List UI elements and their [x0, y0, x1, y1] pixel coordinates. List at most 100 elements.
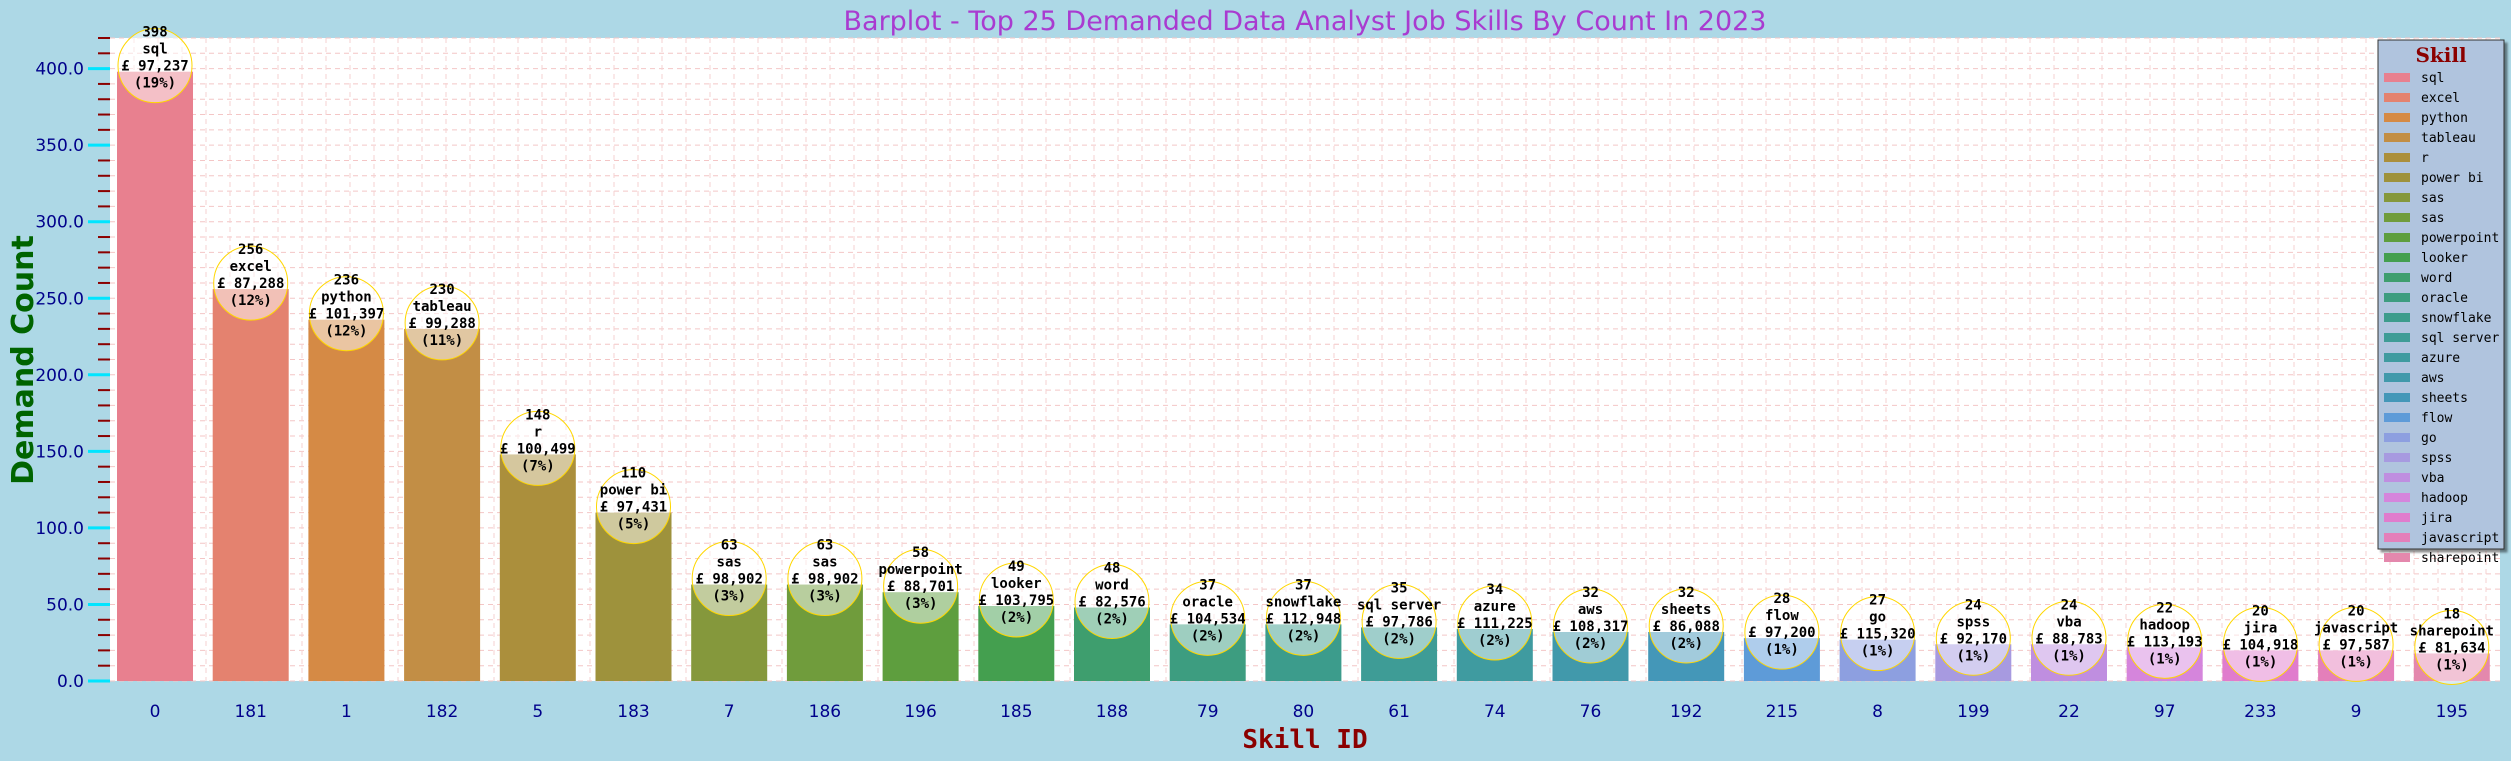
legend-label: powerpoint: [2421, 231, 2499, 246]
annotation-skill: jira: [2244, 620, 2278, 636]
annotation-skill: aws: [1578, 602, 1603, 618]
annotation-skill: azure: [1474, 599, 1516, 615]
y-tick-label: 50.0: [46, 595, 84, 615]
legend-swatch: [2384, 153, 2410, 162]
annotation-skill: sql server: [1357, 597, 1441, 613]
annotation-salary: £ 103,795: [978, 593, 1054, 609]
annotation-circle: [500, 410, 576, 486]
x-tick-label: 0: [150, 702, 161, 722]
annotation-pct: (1%): [2339, 654, 2373, 670]
annotation-count: 256: [238, 242, 263, 258]
legend-swatch: [2384, 533, 2410, 542]
legend-label: go: [2421, 431, 2437, 446]
legend-swatch: [2384, 273, 2410, 282]
annotation-pct: (2%): [1382, 631, 1416, 647]
x-tick-label: 215: [1766, 702, 1798, 722]
annotation-pct: (11%): [421, 333, 463, 349]
legend-item: tableau: [2384, 131, 2476, 146]
annotation-pct: (12%): [325, 324, 367, 340]
legend-label: azure: [2421, 351, 2460, 366]
legend-label: javascript: [2421, 531, 2499, 546]
annotation-salary: £ 98,902: [695, 572, 762, 588]
annotation-skill: sheets: [1661, 602, 1712, 618]
x-tick-label: 183: [617, 702, 649, 722]
annotation-count: 398: [142, 25, 167, 41]
legend-label: excel: [2421, 91, 2460, 106]
annotation-circle: [2222, 606, 2298, 682]
bar: [308, 319, 385, 681]
annotation-circle: [1361, 583, 1437, 659]
x-tick-label: 192: [1670, 702, 1702, 722]
legend-item: sas: [2384, 211, 2444, 226]
annotation-count: 37: [1199, 577, 1216, 593]
annotation-skill: go: [1869, 610, 1886, 626]
legend-item: r: [2384, 151, 2429, 166]
annotation-salary: £ 104,918: [2222, 637, 2298, 653]
annotation-count: 32: [1678, 585, 1695, 601]
annotation-circle: [1935, 600, 2011, 676]
x-tick-label: 76: [1580, 702, 1602, 722]
x-tick-label: 1: [341, 702, 352, 722]
annotation-circle: [1744, 594, 1820, 670]
annotation-count: 20: [2252, 603, 2269, 619]
annotation-skill: excel: [230, 259, 272, 275]
x-tick-label: 196: [904, 702, 936, 722]
legend-label: snowflake: [2421, 311, 2492, 326]
annotation-skill: sharepoint: [2410, 623, 2494, 639]
annotation-skill: javascript: [2314, 620, 2398, 636]
legend-label: spss: [2421, 451, 2452, 466]
legend-swatch: [2384, 133, 2410, 142]
bar: [212, 289, 289, 681]
annotation-pct: (2%): [1574, 636, 1608, 652]
legend-label: tableau: [2421, 131, 2476, 146]
annotation-count: 34: [1486, 582, 1503, 598]
legend-item: looker: [2384, 251, 2468, 266]
annotation-pct: (3%): [712, 589, 746, 605]
legend-label: sharepoint: [2421, 551, 2499, 566]
legend-item: spss: [2384, 451, 2452, 466]
legend-label: jira: [2421, 511, 2452, 526]
legend-label: hadoop: [2421, 491, 2468, 506]
legend-label: word: [2421, 271, 2452, 286]
annotation-circle: [1457, 585, 1533, 661]
legend-swatch: [2384, 493, 2410, 502]
legend-item: jira: [2384, 511, 2452, 526]
legend-label: sas: [2421, 211, 2444, 226]
legend-swatch: [2384, 93, 2410, 102]
x-axis-label: Skill ID: [1242, 725, 1367, 755]
annotation-circle: [2031, 600, 2107, 676]
annotation-pct: (2%): [1191, 628, 1225, 644]
annotation-circle: [2414, 609, 2490, 685]
annotation-circle: [117, 28, 193, 104]
x-axis: 0 181 1 182 5 183 7 186 196 185 188 79 80 61 74 76 192 21…: [150, 702, 2468, 722]
y-tick-label: 400.0: [35, 60, 84, 80]
y-axis-label: Demand Count: [6, 235, 41, 485]
annotation-salary: £ 98,902: [791, 572, 858, 588]
legend-label: oracle: [2421, 291, 2468, 306]
annotation-skill: looker: [991, 576, 1042, 592]
annotation-count: 110: [621, 466, 646, 482]
annotation-salary: £ 113,193: [2127, 634, 2203, 650]
legend-item: javascript: [2384, 531, 2499, 546]
annotation-salary: £ 112,948: [1265, 611, 1341, 627]
x-tick-label: 9: [2351, 702, 2362, 722]
legend-item: oracle: [2384, 291, 2468, 306]
annotation-salary: £ 97,237: [121, 59, 188, 75]
annotation-circle: [404, 285, 480, 361]
legend-swatch: [2384, 413, 2410, 422]
annotation-salary: £ 97,431: [600, 500, 667, 516]
x-tick-label: 74: [1484, 702, 1506, 722]
annotation-count: 27: [1869, 593, 1886, 609]
annotation-circle: [1553, 588, 1628, 664]
x-tick-label: 97: [2154, 702, 2176, 722]
